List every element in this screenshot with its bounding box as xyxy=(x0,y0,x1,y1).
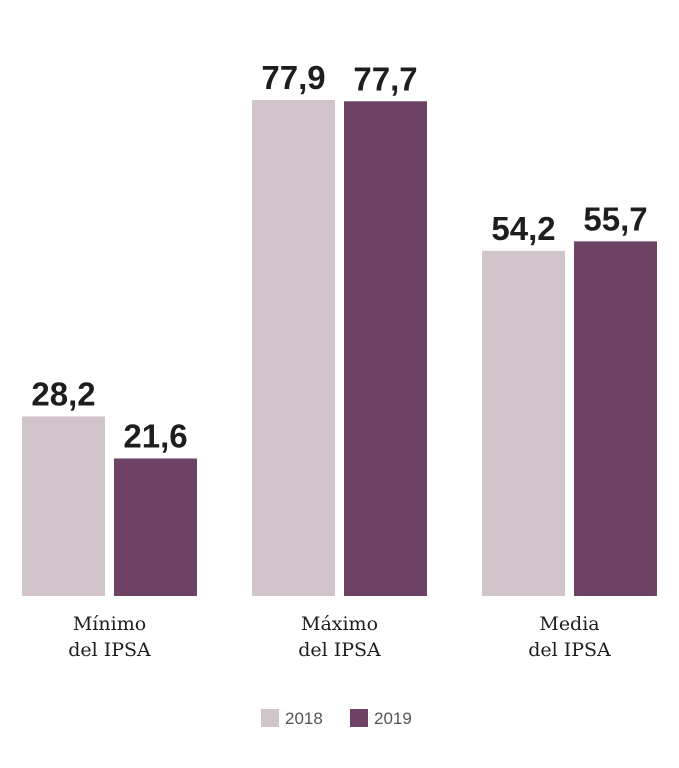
value-label-2018-1: 77,9 xyxy=(261,59,325,96)
bar-2019-0 xyxy=(114,458,197,596)
value-labels-group: 28,2 21,6 77,9 77,7 54,2 55,7 xyxy=(31,59,647,454)
legend: 2018 2019 xyxy=(261,709,412,728)
bar-2018-1 xyxy=(252,100,335,596)
value-label-2019-2: 55,7 xyxy=(583,200,647,237)
category-label-1-line-0: Máximo xyxy=(301,613,378,635)
category-label-1-line-1: del IPSA xyxy=(298,639,381,661)
value-label-2018-0: 28,2 xyxy=(31,375,95,412)
value-label-2019-0: 21,6 xyxy=(123,417,187,454)
legend-label-2018: 2018 xyxy=(285,709,323,728)
bars-group xyxy=(22,100,657,596)
bar-2019-2 xyxy=(574,241,657,596)
legend-label-2019: 2019 xyxy=(374,709,412,728)
legend-swatch-2019 xyxy=(350,709,368,727)
category-label-2-line-1: del IPSA xyxy=(528,639,611,661)
value-label-2018-2: 54,2 xyxy=(491,210,555,247)
value-label-2019-1: 77,7 xyxy=(353,60,417,97)
legend-swatch-2018 xyxy=(261,709,279,727)
category-label-0-line-0: Mínimo xyxy=(73,613,146,635)
bar-2018-0 xyxy=(22,416,105,596)
category-label-0-line-1: del IPSA xyxy=(68,639,151,661)
bar-2019-1 xyxy=(344,101,427,596)
bar-2018-2 xyxy=(482,250,565,596)
category-label-2-line-0: Media xyxy=(539,613,599,635)
category-labels-group: Mínimo del IPSA Máximo del IPSA Media del IPS… xyxy=(68,613,611,661)
